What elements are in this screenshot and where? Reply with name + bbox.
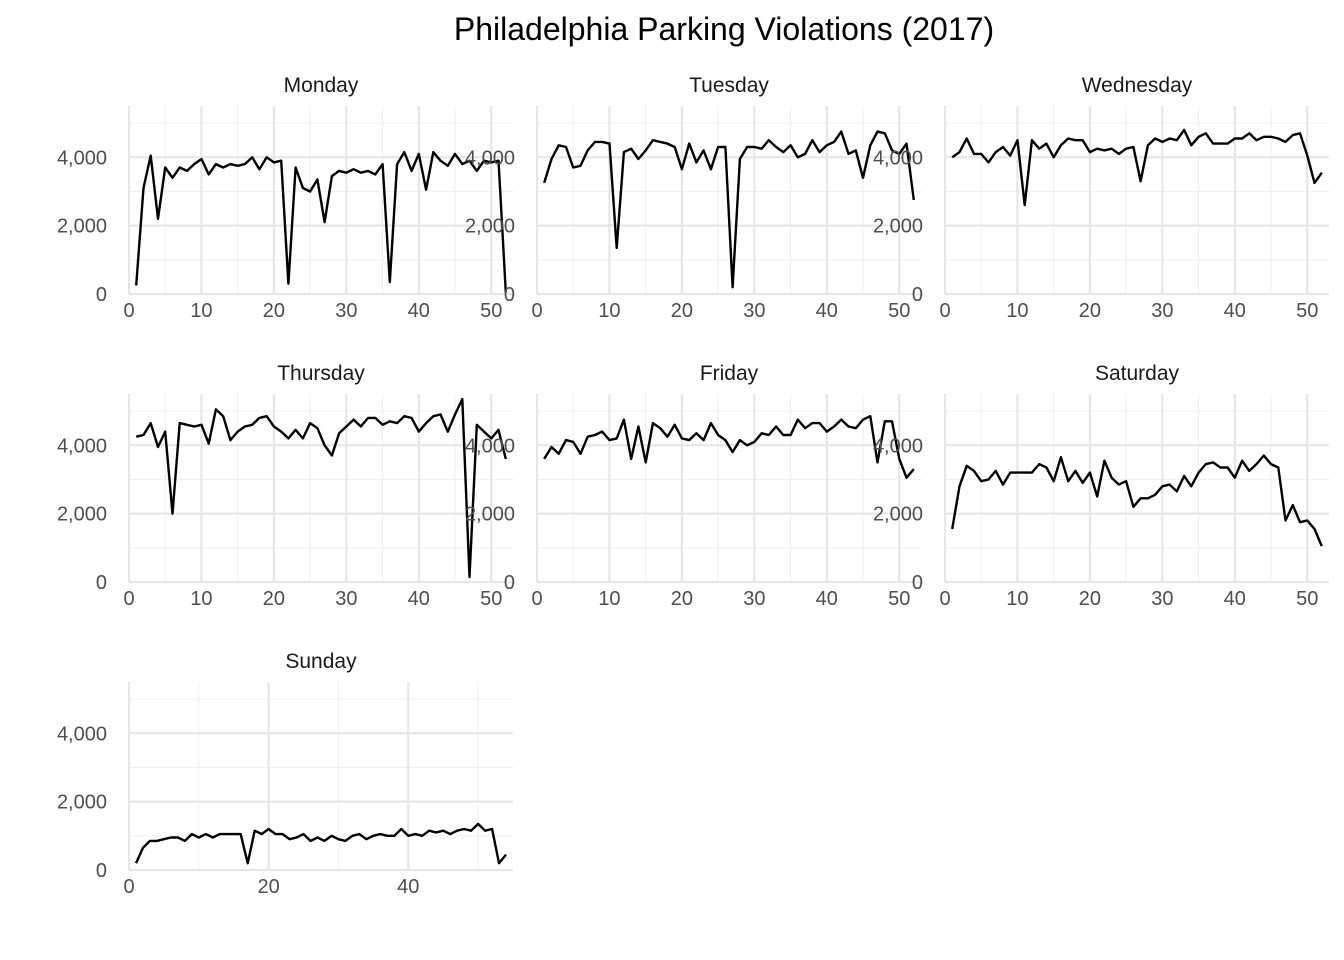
y-tick-label: 2,000: [873, 504, 923, 526]
y-tick-label: 4,000: [57, 723, 107, 745]
x-tick-label: 20: [258, 876, 280, 898]
facet-label-tuesday: Tuesday: [689, 74, 769, 97]
y-tick-label: 2,000: [465, 216, 515, 238]
x-tick-label: 30: [335, 588, 357, 610]
series-line-wednesday: [951, 128, 1323, 207]
x-tick-label: 20: [671, 588, 693, 610]
x-tick-label: 20: [1079, 300, 1101, 322]
x-tick-label: 40: [1224, 300, 1246, 322]
x-tick-label: 50: [480, 588, 502, 610]
x-tick-label: 0: [123, 300, 134, 322]
facet-label-friday: Friday: [700, 362, 759, 385]
facet-panel-thursday: Thursday 0 2,000 4,000 0 10 20 30 40 50: [57, 362, 513, 610]
y-tick-label: 0: [96, 860, 107, 882]
x-tick-label: 30: [1151, 300, 1173, 322]
x-tick-label: 0: [939, 300, 950, 322]
y-tick-label: 0: [96, 284, 107, 306]
series-line-friday: [543, 415, 915, 479]
series-line-saturday: [951, 454, 1323, 547]
x-tick-label: 40: [1224, 588, 1246, 610]
x-tick-label: 40: [397, 876, 419, 898]
series-line-monday: [135, 150, 507, 293]
y-tick-label: 4,000: [465, 147, 515, 169]
y-tick-label: 4,000: [57, 147, 107, 169]
x-tick-label: 30: [743, 588, 765, 610]
y-tick-label: 4,000: [873, 147, 923, 169]
y-tick-label: 2,000: [873, 216, 923, 238]
x-tick-label: 50: [888, 588, 910, 610]
y-tick-label: 0: [912, 284, 923, 306]
facet-panel-wednesday: Wednesday 0 2,000 4,000 0 10 20 30 40 50: [873, 74, 1329, 322]
facet-panel-monday: Monday 0 2,000 4,000 0 10 20 30 40 50: [57, 74, 513, 322]
facet-panel-sunday: Sunday 0 2,000 4,000 0 20 40: [57, 650, 513, 898]
y-tick-label: 4,000: [873, 435, 923, 457]
y-tick-label: 0: [504, 284, 515, 306]
facet-label-saturday: Saturday: [1095, 362, 1180, 385]
y-tick-label: 2,000: [465, 504, 515, 526]
x-tick-label: 10: [1006, 588, 1028, 610]
y-tick-label: 2,000: [57, 216, 107, 238]
x-tick-label: 10: [190, 588, 212, 610]
y-tick-label: 2,000: [57, 504, 107, 526]
y-tick-label: 0: [912, 572, 923, 594]
x-tick-label: 40: [816, 300, 838, 322]
x-tick-label: 50: [1296, 300, 1318, 322]
x-tick-label: 40: [408, 300, 430, 322]
facet-label-wednesday: Wednesday: [1082, 74, 1193, 97]
x-tick-label: 30: [743, 300, 765, 322]
x-tick-label: 20: [263, 300, 285, 322]
x-tick-label: 50: [888, 300, 910, 322]
facet-label-sunday: Sunday: [285, 650, 357, 673]
x-tick-label: 20: [1079, 588, 1101, 610]
x-tick-label: 40: [816, 588, 838, 610]
x-tick-label: 40: [408, 588, 430, 610]
x-tick-label: 10: [598, 588, 620, 610]
chart-title: Philadelphia Parking Violations (2017): [454, 11, 994, 47]
y-tick-label: 4,000: [57, 435, 107, 457]
x-tick-label: 0: [123, 588, 134, 610]
series-line-thursday: [135, 397, 507, 579]
facet-panel-tuesday: Tuesday 0 2,000 4,000 0 10 20 30 40 50: [465, 74, 921, 322]
facet-label-monday: Monday: [284, 74, 359, 97]
series-line-sunday: [134, 822, 507, 865]
x-tick-label: 50: [480, 300, 502, 322]
y-tick-label: 2,000: [57, 792, 107, 814]
y-tick-label: 0: [96, 572, 107, 594]
x-tick-label: 10: [598, 300, 620, 322]
x-tick-label: 20: [671, 300, 693, 322]
y-tick-label: 0: [504, 572, 515, 594]
x-tick-label: 0: [123, 876, 134, 898]
x-tick-label: 0: [939, 588, 950, 610]
x-tick-label: 20: [263, 588, 285, 610]
x-tick-label: 10: [190, 300, 212, 322]
facet-panel-saturday: Saturday 0 2,000 4,000 0 10 20 30 40 50: [873, 362, 1329, 610]
x-tick-label: 30: [1151, 588, 1173, 610]
facet-panel-friday: Friday 0 2,000 4,000 0 10 20 30 40 50: [465, 362, 921, 610]
y-tick-label: 4,000: [465, 435, 515, 457]
series-line-tuesday: [543, 130, 915, 289]
x-tick-label: 0: [531, 300, 542, 322]
facet-label-thursday: Thursday: [277, 362, 365, 385]
x-tick-label: 10: [1006, 300, 1028, 322]
x-tick-label: 30: [335, 300, 357, 322]
x-tick-label: 0: [531, 588, 542, 610]
x-tick-label: 50: [1296, 588, 1318, 610]
facet-panels: Monday 0 2,000 4,000 0 10 20 30 40 50 Tuesday 0 2,00…: [57, 74, 1329, 898]
